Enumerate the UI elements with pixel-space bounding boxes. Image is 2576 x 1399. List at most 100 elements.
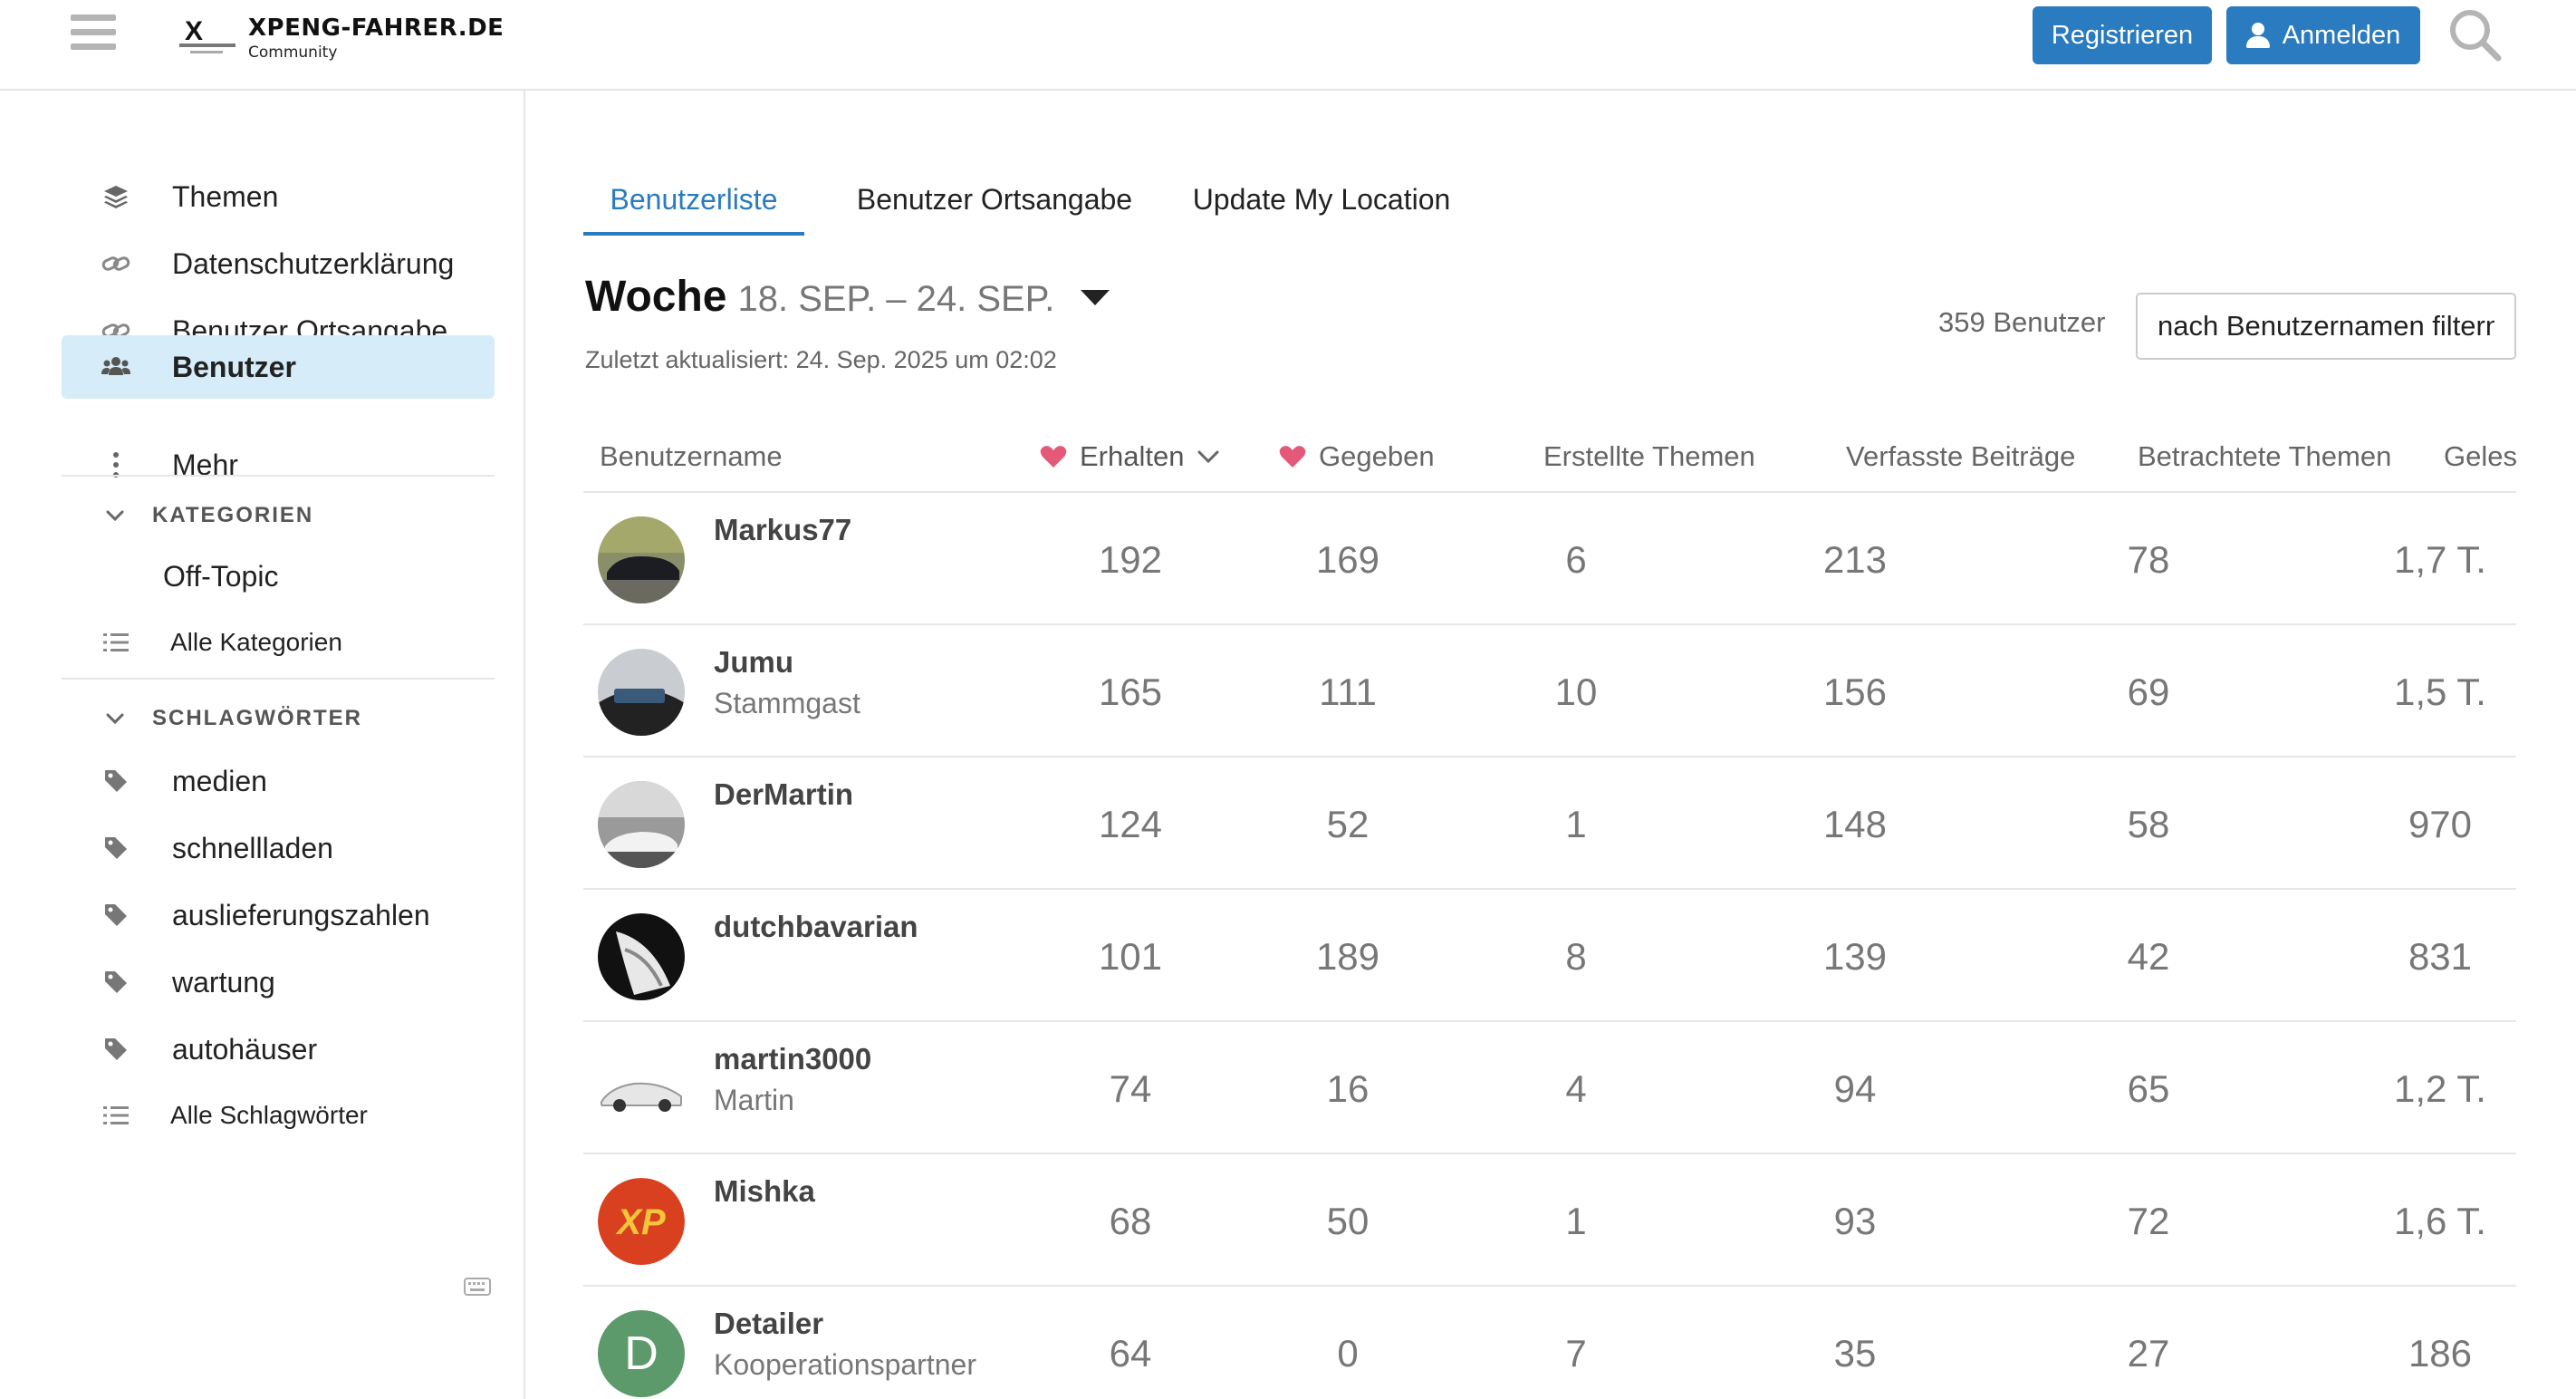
column-header-topics-viewed[interactable]: Betrachtete Themen (2138, 440, 2391, 473)
sidebar: Themen Datenschutzerklärung Benutzer Ort… (0, 91, 525, 1399)
sidebar-item-themen[interactable]: Themen (62, 165, 495, 228)
sidebar-divider (62, 678, 495, 680)
user-avatar[interactable] (598, 516, 685, 603)
column-header-username[interactable]: Benutzername (600, 440, 783, 473)
column-header-posts-written[interactable]: Verfasste Beiträge (1846, 440, 2075, 473)
users-icon (98, 349, 134, 385)
given-count: 16 (1326, 1067, 1370, 1110)
username-link[interactable]: Jumu (714, 645, 794, 679)
user-icon (2245, 23, 2270, 48)
register-button[interactable]: Registrieren (2033, 6, 2212, 64)
given-count: 0 (1337, 1332, 1359, 1375)
tags-section-toggle[interactable]: SCHLAGWÖRTER (62, 696, 495, 741)
caret-down-icon[interactable] (1080, 288, 1110, 306)
given-count: 189 (1315, 935, 1380, 978)
received-count: 68 (1109, 1200, 1152, 1242)
site-logo[interactable]: X XPENG-FAHRER.DE Community (178, 13, 576, 63)
tag-link-autohaeuser[interactable]: autohäuser (62, 1018, 495, 1081)
sidebar-divider (62, 475, 495, 477)
username-link[interactable]: martin3000 (714, 1042, 872, 1076)
given-count: 111 (1319, 671, 1377, 713)
user-avatar[interactable] (598, 781, 685, 868)
tag-link-wartung[interactable]: wartung (62, 950, 495, 1014)
column-header-label: Gelesene Beiträge (2444, 440, 2516, 472)
user-avatar[interactable]: D (598, 1310, 685, 1397)
topics-count: 10 (1554, 671, 1598, 713)
viewed-count: 65 (2127, 1067, 2170, 1110)
received-count: 124 (1098, 803, 1163, 845)
read-count: 1,7 T. (2394, 538, 2486, 581)
column-header-topics-created[interactable]: Erstellte Themen (1543, 440, 1755, 473)
all-tags-link[interactable]: Alle Schlagwörter (62, 1084, 495, 1147)
tag-link-auslieferungszahlen[interactable]: auslieferungszahlen (62, 883, 495, 947)
topics-count: 1 (1565, 1200, 1587, 1242)
received-count: 101 (1098, 935, 1163, 978)
posts-count: 35 (1833, 1332, 1877, 1375)
received-count: 64 (1109, 1332, 1152, 1375)
categories-heading: KATEGORIEN (152, 503, 314, 527)
all-tags-label: Alle Schlagwörter (170, 1101, 368, 1129)
viewed-count: 72 (2127, 1200, 2170, 1242)
sidebar-item-mehr[interactable]: Mehr (62, 433, 495, 497)
chevron-down-icon (106, 713, 124, 725)
user-avatar[interactable] (598, 913, 685, 1000)
read-count: 186 (2408, 1332, 2473, 1375)
table-header: Benutzername Erhalten Gegeben Erstellte … (583, 426, 2516, 493)
username-link[interactable]: Detailer (714, 1307, 824, 1340)
tag-link-schnellladen[interactable]: schnellladen (62, 816, 495, 880)
username-link[interactable]: dutchbavarian (714, 910, 918, 943)
viewed-count: 78 (2127, 538, 2170, 581)
user-avatar[interactable] (598, 649, 685, 736)
posts-count: 94 (1833, 1067, 1877, 1110)
logo-title: XPENG-FAHRER.DE (248, 14, 505, 42)
tab-benutzerliste[interactable]: Benutzerliste (583, 172, 804, 236)
column-header-given[interactable]: Gegeben (1279, 440, 1435, 473)
column-header-received[interactable]: Erhalten (1040, 440, 1220, 473)
username-filter-input[interactable] (2136, 293, 2516, 360)
all-categories-link[interactable]: Alle Kategorien (62, 611, 495, 674)
login-label: Anmelden (2282, 20, 2401, 50)
user-title: Stammgast (714, 687, 860, 719)
read-count: 831 (2408, 935, 2473, 978)
posts-count: 93 (1833, 1200, 1877, 1242)
user-avatar[interactable] (598, 1046, 685, 1133)
table-row: D Detailer Kooperationspartner 64 0 7 35… (583, 1287, 2516, 1399)
period-title: Woche (585, 273, 727, 321)
menu-icon[interactable] (71, 13, 116, 53)
username-link[interactable]: DerMartin (714, 777, 854, 811)
sidebar-item-label: Datenschutzerklärung (172, 246, 455, 280)
posts-count: 156 (1822, 671, 1888, 713)
username-link[interactable]: Mishka (714, 1174, 815, 1208)
read-count: 1,2 T. (2394, 1067, 2486, 1110)
last-updated-text: Zuletzt aktualisiert: 24. Sep. 2025 um 0… (585, 346, 1057, 373)
period-range[interactable]: 18. SEP. – 24. SEP. (737, 279, 1055, 319)
column-header-posts-read[interactable]: Gelesene Beiträge (2444, 440, 2516, 473)
tag-icon (98, 897, 134, 933)
keyboard-icon[interactable] (464, 1278, 491, 1296)
categories-section-toggle[interactable]: KATEGORIEN (62, 493, 495, 538)
tag-label: autohäuser (172, 1032, 318, 1066)
given-count: 52 (1326, 803, 1370, 845)
sidebar-item-datenschutz[interactable]: Datenschutzerklärung (62, 232, 495, 295)
tag-link-medien[interactable]: medien (62, 749, 495, 813)
logo-subtitle: Community (248, 43, 338, 62)
posts-count: 213 (1822, 538, 1888, 581)
given-count: 50 (1326, 1200, 1370, 1242)
sidebar-item-benutzer[interactable]: Benutzer (62, 335, 495, 399)
received-count: 192 (1098, 538, 1163, 581)
tag-icon (98, 830, 134, 866)
table-row: dutchbavarian 101 189 8 139 42 831 (583, 890, 2516, 1022)
heart-icon (1279, 446, 1306, 468)
login-button[interactable]: Anmelden (2226, 6, 2420, 64)
category-link-off-topic[interactable]: Off-Topic (163, 560, 279, 593)
user-avatar[interactable]: XP (598, 1178, 685, 1265)
username-link[interactable]: Markus77 (714, 513, 852, 546)
tab-benutzer-ortsangabe[interactable]: Benutzer Ortsangabe (856, 183, 1133, 216)
chevron-down-icon (1197, 450, 1219, 464)
column-header-label: Benutzername (600, 440, 783, 472)
search-icon[interactable] (2446, 5, 2504, 63)
received-count: 74 (1109, 1067, 1152, 1110)
tab-update-my-location[interactable]: Update My Location (1192, 183, 1451, 216)
tag-label: schnellladen (172, 831, 333, 864)
period-selector: Woche 18. SEP. – 24. SEP. (585, 272, 1110, 322)
